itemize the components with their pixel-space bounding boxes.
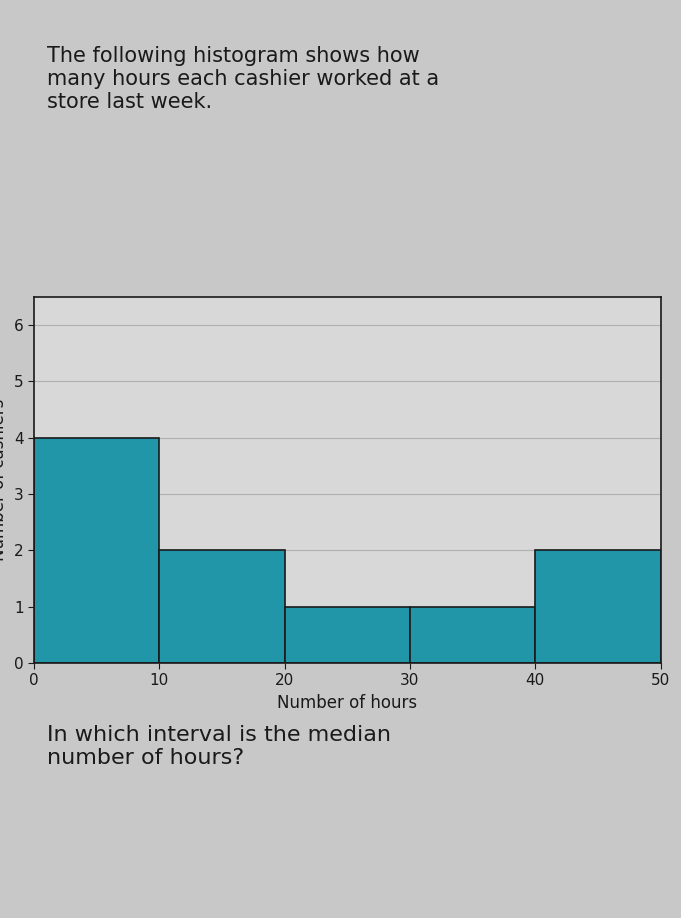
X-axis label: Number of hours: Number of hours [277,694,417,712]
Text: In which interval is the median
number of hours?: In which interval is the median number o… [46,725,391,768]
Bar [159,550,285,663]
Bar [285,607,410,663]
Bar [34,438,159,663]
Bar [410,607,535,663]
Bar [535,550,661,663]
Y-axis label: Number of cashiers: Number of cashiers [0,398,8,561]
Text: The following histogram shows how
many hours each cashier worked at a
store last: The following histogram shows how many h… [46,46,439,112]
